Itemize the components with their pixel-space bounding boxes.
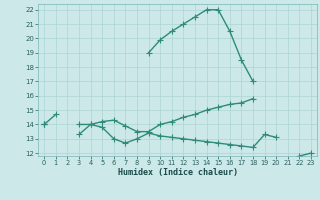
X-axis label: Humidex (Indice chaleur): Humidex (Indice chaleur) — [118, 168, 238, 177]
